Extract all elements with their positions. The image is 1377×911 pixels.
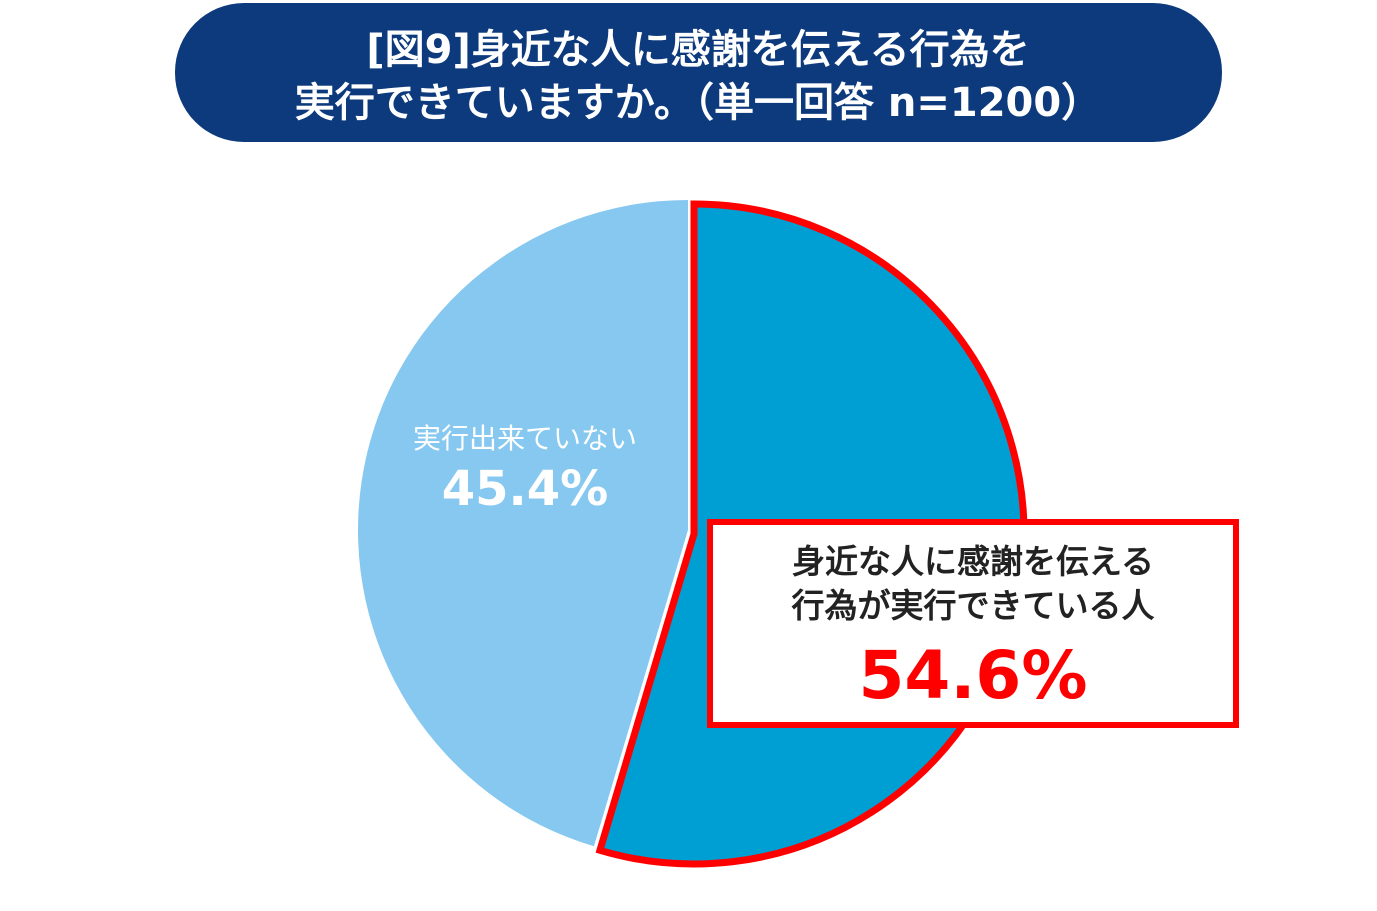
category-label: 実行出来ていない — [413, 422, 637, 455]
category-label: 身近な人に感謝を伝える行為が実行できている人 — [791, 542, 1155, 625]
chart-title: [図9]身近な人に感謝を伝える行為を — [366, 27, 1029, 73]
value-label: 45.4% — [442, 461, 609, 517]
value-label: 54.6% — [859, 637, 1088, 714]
title-box — [175, 3, 1222, 142]
pie-slice — [357, 200, 688, 847]
chart-title: 実行できていますか。（単一回答 n=1200） — [295, 80, 1101, 126]
callout-box — [707, 519, 1239, 728]
callout-text: 身近な人に感謝を伝える行為が実行できている人 — [791, 542, 1155, 625]
